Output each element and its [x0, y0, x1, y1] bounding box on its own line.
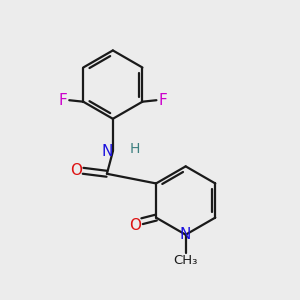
Text: H: H	[130, 142, 140, 156]
Text: CH₃: CH₃	[173, 254, 198, 267]
Text: F: F	[159, 93, 168, 108]
Text: O: O	[70, 163, 82, 178]
Text: N: N	[180, 227, 191, 242]
Text: F: F	[58, 93, 67, 108]
Text: N: N	[101, 144, 113, 159]
Text: O: O	[129, 218, 141, 232]
